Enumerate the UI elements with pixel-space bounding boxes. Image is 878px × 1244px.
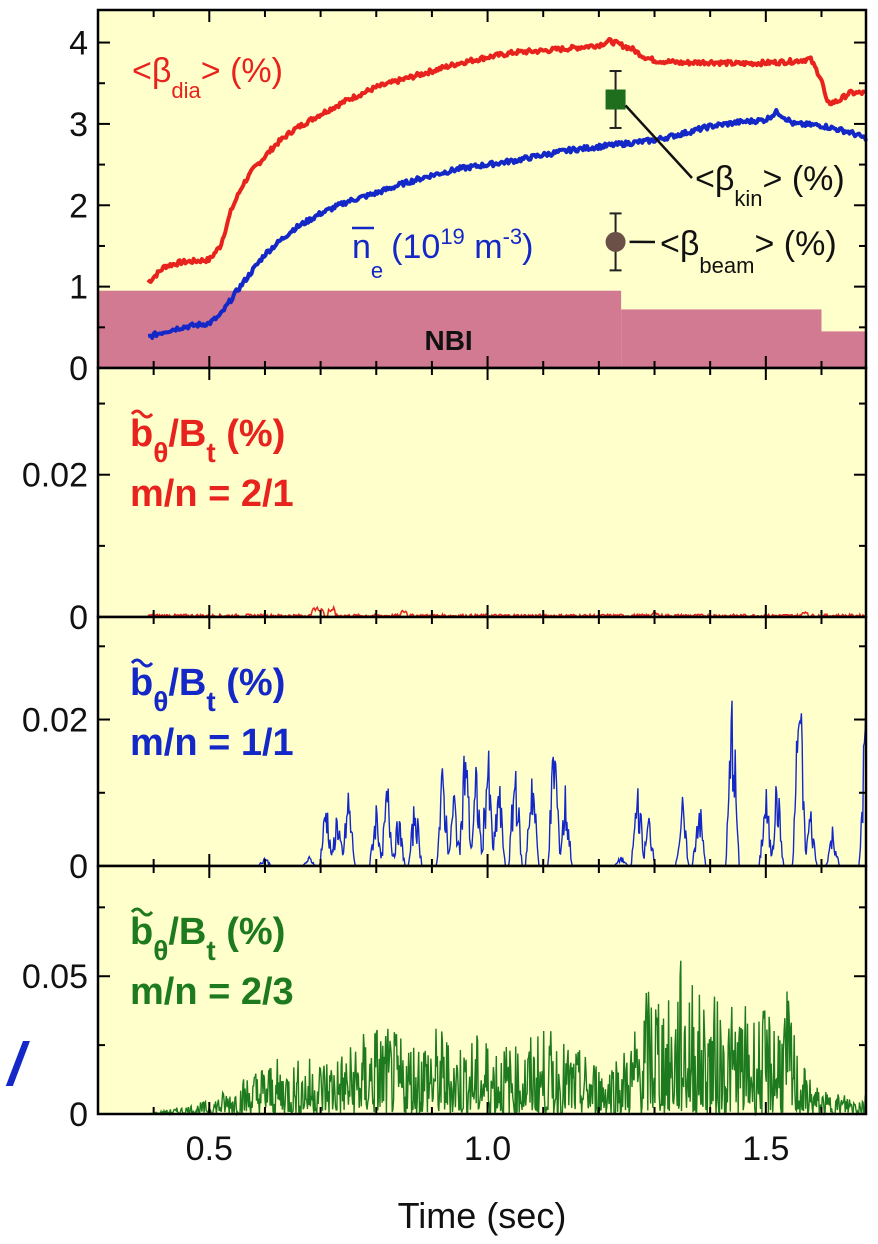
panel-m1n1: bθ/Bt (%) m/n = 1/1 0 0.02	[22, 615, 868, 886]
label-b-theta: bθ/Bt (%)	[130, 413, 285, 468]
tilde-mark	[130, 409, 154, 419]
leader-beta-kin	[624, 104, 693, 179]
y-tick-label: 0	[69, 599, 88, 637]
y-tick-label: 0.02	[22, 702, 88, 740]
point-beta-beam	[605, 231, 626, 252]
panel-beta: NBI <βdia> (%) <βkin> (%) <βbeam> (%) ne(101…	[69, 8, 868, 388]
x-tick-label: 0.5	[186, 1130, 233, 1168]
x-axis: 0.5 1.0 1.5 Time (sec)	[186, 1130, 790, 1236]
panel-m2n3: bθ/Bt (%) m/n = 2/3 0 0.05	[22, 864, 868, 1134]
panel-border	[96, 864, 868, 1116]
label-b-theta: bθ/Bt (%)	[130, 911, 285, 966]
y-tick-label: 3	[69, 106, 88, 144]
label-mode: m/n = 1/1	[130, 722, 294, 764]
x-tick-label: 1.5	[742, 1130, 789, 1168]
tilde-mark	[130, 907, 154, 917]
label-beta-beam: <βbeam> (%)	[660, 225, 837, 278]
point-beta-kin	[605, 89, 626, 110]
y-tick-label: 4	[69, 25, 88, 63]
nbi-label: NBI	[424, 325, 472, 356]
nbi-step	[821, 331, 866, 368]
panels: NBI <βdia> (%) <βkin> (%) <βbeam> (%) ne(101…	[22, 8, 868, 1134]
series-ne-line	[147, 107, 868, 340]
label-beta-kin: <βkin> (%)	[695, 160, 845, 211]
y-tick-label: 0	[69, 848, 88, 886]
label-mode: m/n = 2/3	[130, 971, 294, 1013]
panel-background	[98, 617, 866, 866]
y-tick-label: 0.02	[22, 457, 88, 495]
nbi-step	[621, 309, 822, 368]
y-tick-label: 1	[69, 269, 88, 307]
panel-background	[98, 368, 866, 617]
y-tick-label: 2	[69, 187, 88, 225]
y-tick-label: 0	[69, 1096, 88, 1134]
label-beta-dia: <βdia> (%)	[132, 52, 283, 103]
stray-mark: /	[5, 1031, 30, 1098]
label-ne: ne(1019 m-3)	[352, 224, 533, 283]
x-axis-title: Time (sec)	[398, 1195, 567, 1236]
label-b-theta: bθ/Bt (%)	[130, 662, 285, 717]
x-tick-label: 1.0	[464, 1130, 511, 1168]
series-beta-dia-line	[146, 37, 867, 284]
label-mode: m/n = 2/1	[130, 473, 294, 515]
series-m2n3-signal	[148, 960, 867, 1117]
tilde-mark	[130, 658, 154, 668]
y-tick-label: 0.05	[22, 958, 88, 996]
panel-m2n1: bθ/Bt (%) m/n = 2/1 0 0.02	[22, 366, 868, 637]
y-tick-label: 0	[69, 350, 88, 388]
